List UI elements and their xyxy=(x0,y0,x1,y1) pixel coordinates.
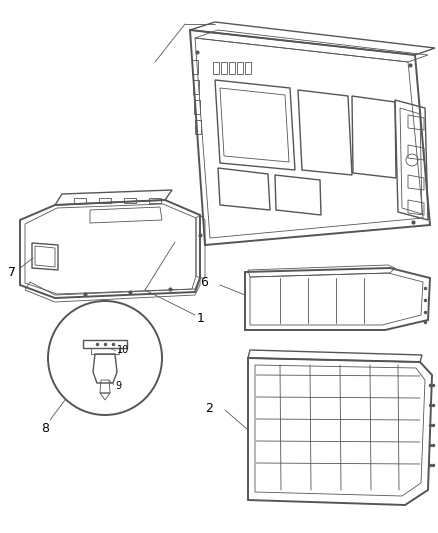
Text: 7: 7 xyxy=(8,265,16,279)
Text: 1: 1 xyxy=(197,311,205,325)
Text: 10: 10 xyxy=(117,345,129,355)
Text: 2: 2 xyxy=(205,401,213,415)
Text: 8: 8 xyxy=(41,422,49,434)
Text: 6: 6 xyxy=(200,277,208,289)
Text: 9: 9 xyxy=(115,381,121,391)
